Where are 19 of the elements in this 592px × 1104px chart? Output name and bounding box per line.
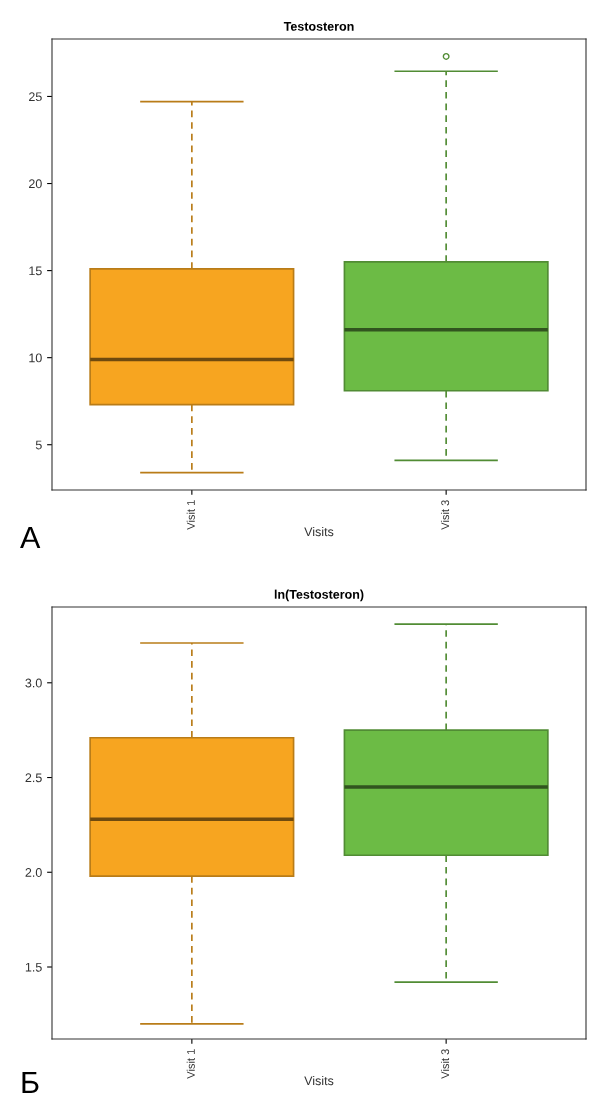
y-tick-label: 3.0	[25, 678, 42, 688]
y-tick-label: 5	[35, 440, 42, 450]
y-tick-label: 15	[29, 266, 42, 276]
text: A	[20, 526, 41, 548]
x-tick-label: Visit 3	[440, 500, 450, 530]
x-axis-title: Visits	[304, 1076, 334, 1086]
y-tick-label: 2.5	[25, 773, 42, 783]
chart-title: Testosteron	[283, 22, 354, 31]
y-tick-label: 25	[29, 92, 42, 102]
x-tick-label: Visit 3	[440, 1049, 450, 1079]
y-tick-label: 1.5	[25, 962, 42, 972]
y-tick-label: 10	[29, 353, 42, 363]
text: Б	[22, 1071, 39, 1093]
y-tick-label: 20	[29, 179, 42, 189]
x-tick-label: Visit 1	[186, 1049, 195, 1079]
x-axis-title: Visits	[304, 527, 334, 537]
y-tick-label: 2.0	[25, 868, 42, 877]
x-tick-label: Visit 1	[186, 500, 195, 530]
chart-title: ln(Testosteron)	[274, 589, 364, 602]
